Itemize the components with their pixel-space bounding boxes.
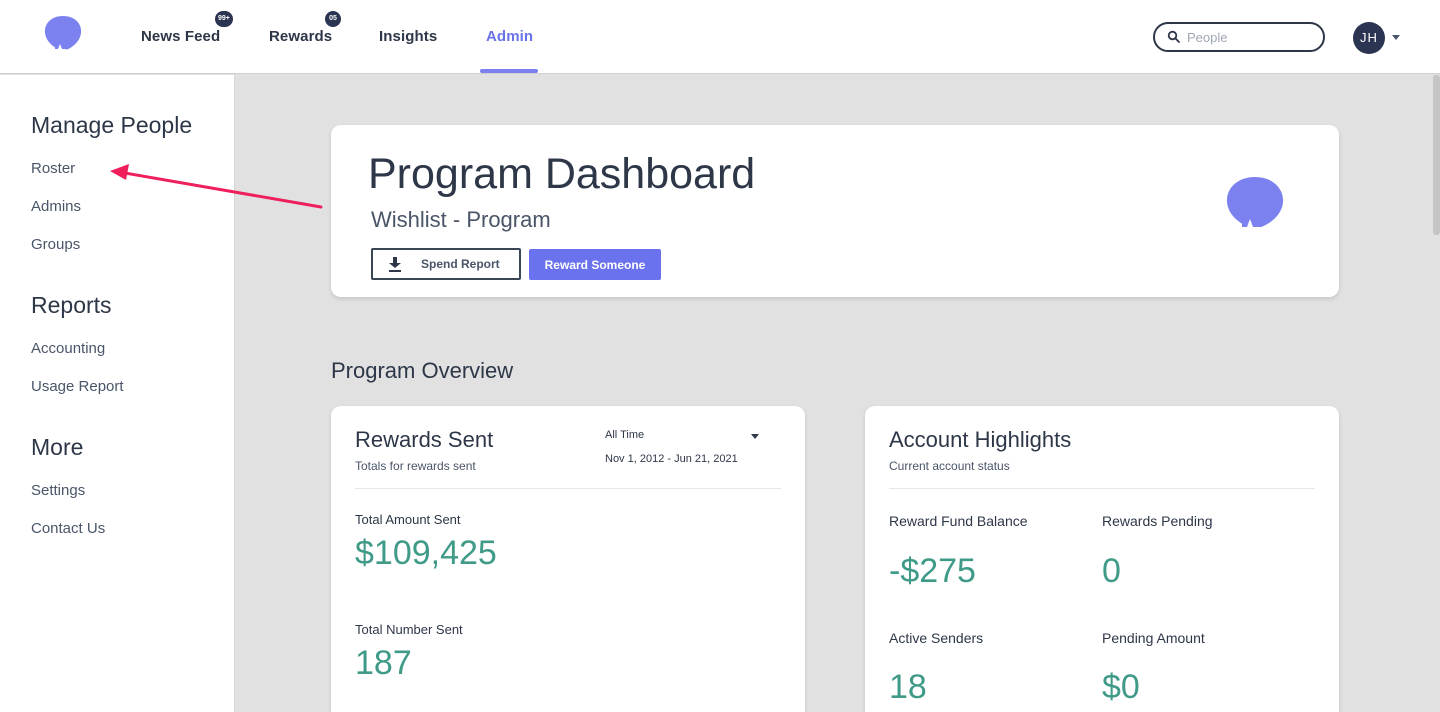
people-search[interactable] [1153, 22, 1325, 52]
fund-balance-label: Reward Fund Balance [889, 513, 1028, 529]
sidebar-item-admins[interactable]: Admins [31, 198, 82, 215]
sidebar-item-usage-report[interactable]: Usage Report [31, 378, 124, 395]
spend-report-label: Spend Report [421, 257, 500, 271]
account-highlights-panel: Account Highlights Current account statu… [865, 406, 1339, 712]
reward-someone-button[interactable]: Reward Someone [529, 249, 661, 280]
sidebar-item-settings[interactable]: Settings [31, 482, 86, 499]
total-number-label: Total Number Sent [355, 622, 463, 637]
nav-insights[interactable]: Insights [379, 28, 437, 45]
active-senders-value: 18 [889, 668, 927, 706]
rewards-badge: 05 [325, 11, 341, 27]
total-amount-value: $109,425 [355, 534, 497, 572]
sidebar-item-accounting[interactable]: Accounting [31, 340, 106, 357]
balloon-logo-icon[interactable] [42, 14, 84, 58]
pending-amount-value: $0 [1102, 668, 1140, 706]
news-feed-badge: 99+ [215, 11, 233, 27]
date-range-label: All Time [605, 429, 645, 441]
sidebar-heading-more: More [31, 434, 84, 460]
active-senders-label: Active Senders [889, 630, 984, 646]
page-title: Program Dashboard [368, 150, 756, 198]
page-scrollbar[interactable] [1433, 75, 1440, 235]
balloon-star-icon [1226, 177, 1284, 240]
sidebar-item-groups[interactable]: Groups [31, 236, 81, 253]
divider [355, 488, 781, 489]
program-dashboard-card: Program Dashboard Wishlist - Program Spe… [331, 125, 1339, 297]
sidebar-heading-manage-people: Manage People [31, 112, 193, 138]
nav-news-feed-label: News Feed [141, 28, 221, 45]
program-subtitle: Wishlist - Program [371, 207, 551, 232]
rewards-sent-subtitle: Totals for rewards sent [355, 459, 476, 473]
account-highlights-subtitle: Current account status [889, 459, 1010, 473]
rewards-sent-title: Rewards Sent [355, 427, 494, 452]
chevron-down-icon[interactable] [1392, 35, 1400, 40]
total-amount-label: Total Amount Sent [355, 512, 461, 527]
nav-rewards[interactable]: Rewards [269, 28, 332, 45]
account-highlights-title: Account Highlights [889, 427, 1072, 452]
search-icon [1167, 30, 1180, 43]
rewards-pending-value: 0 [1102, 552, 1121, 590]
sidebar-item-contact-us[interactable]: Contact Us [31, 520, 106, 537]
sidebar: Manage People Roster Admins Groups Repor… [0, 75, 235, 712]
rewards-sent-panel: Rewards Sent Totals for rewards sent All… [331, 406, 805, 712]
divider [889, 488, 1315, 489]
nav-news-feed[interactable]: News Feed [141, 28, 220, 45]
sidebar-item-roster[interactable]: Roster [31, 160, 76, 177]
rewards-pending-label: Rewards Pending [1102, 513, 1213, 529]
pending-amount-label: Pending Amount [1102, 630, 1205, 646]
total-number-value: 187 [355, 644, 412, 682]
program-overview-heading: Program Overview [331, 358, 514, 383]
active-tab-indicator [480, 69, 538, 73]
avatar[interactable]: JH [1353, 22, 1385, 54]
sidebar-heading-reports: Reports [31, 292, 112, 318]
nav-insights-label: Insights [379, 28, 438, 45]
nav-admin-label: Admin [486, 28, 534, 45]
date-range-select[interactable]: All Time Nov 1, 2012 - Jun 21, 2021 [605, 428, 765, 472]
chevron-down-icon[interactable] [751, 434, 759, 439]
nav-rewards-label: Rewards [269, 28, 333, 45]
nav-admin[interactable]: Admin [486, 28, 533, 45]
date-range-dates: Nov 1, 2012 - Jun 21, 2021 [605, 453, 738, 465]
fund-balance-value: -$275 [889, 552, 976, 590]
top-nav: News Feed 99+ Rewards 05 Insights Admin … [0, 0, 1440, 74]
annotation-arrow-icon [110, 164, 323, 209]
spend-report-button[interactable]: Spend Report [371, 248, 521, 280]
search-input[interactable] [1187, 28, 1317, 46]
download-icon [389, 257, 401, 272]
